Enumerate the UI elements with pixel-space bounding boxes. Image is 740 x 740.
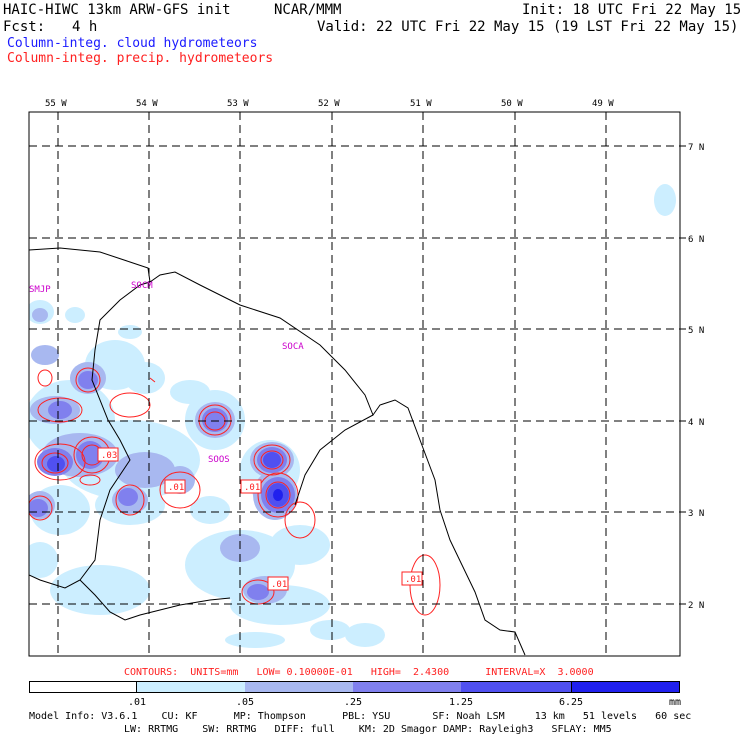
model-title: HAIC-HIWC 13km ARW-GFS init — [3, 2, 231, 18]
colorbar-seg-3 — [353, 681, 461, 693]
station-smjp: SMJP — [29, 285, 51, 295]
lon-label-49w: 49 W — [592, 99, 614, 109]
contour-label-001-c: .01 — [271, 580, 287, 590]
legend-cloud: Column-integ. cloud hydrometeors — [7, 36, 258, 51]
lon-label-52w: 52 W — [318, 99, 340, 109]
colorbar-label-025: .25 — [343, 697, 363, 708]
forecast-label: Fcst: — [3, 19, 46, 35]
valid-time: Valid: 22 UTC Fri 22 May 15 (19 LST Fri … — [317, 19, 739, 35]
contour-label-001-d: .01 — [405, 575, 421, 585]
lat-label-3n: 3 N — [688, 509, 704, 519]
coastlines — [29, 247, 526, 656]
colorbar-seg-5 — [571, 681, 680, 693]
lat-label-5n: 5 N — [688, 326, 704, 336]
colorbar-label-125: 1.25 — [448, 697, 474, 708]
lat-label-2n: 2 N — [688, 601, 704, 611]
colorbar-label-001: .01 — [127, 697, 147, 708]
model-info-line1: Model Info: V3.6.1 CU: KF MP: Thompson P… — [29, 711, 692, 722]
model-info-line2: LW: RRTMG SW: RRTMG DIFF: full KM: 2D Sm… — [124, 724, 612, 735]
lon-label-51w: 51 W — [410, 99, 432, 109]
legend-precip: Column-integ. precip. hydrometeors — [7, 51, 274, 66]
init-time: Init: 18 UTC Fri 22 May 15 — [522, 2, 740, 18]
colorbar-label-005: .05 — [235, 697, 255, 708]
lat-label-4n: 4 N — [688, 418, 704, 428]
colorbar-seg-0 — [29, 681, 137, 693]
map-frame — [28, 111, 681, 657]
lat-label-6n: 6 N — [688, 235, 704, 245]
forecast-hours: 4 h — [72, 19, 98, 35]
org-label: NCAR/MMM — [274, 2, 342, 18]
colorbar-units: mm — [668, 697, 682, 708]
station-soos: SOOS — [208, 455, 230, 465]
contour-label-001-b: .01 — [244, 483, 260, 493]
colorbar-seg-1 — [137, 681, 245, 693]
lon-label-50w: 50 W — [501, 99, 523, 109]
colorbar-label-625: 6.25 — [558, 697, 584, 708]
lon-label-54w: 54 W — [136, 99, 158, 109]
contour-label-001-a: .01 — [168, 483, 184, 493]
colorbar-seg-2 — [245, 681, 353, 693]
graticule — [29, 112, 680, 656]
cloud-shading — [29, 184, 676, 648]
colorbar-seg-4 — [461, 681, 571, 693]
contours-info: CONTOURS: UNITS=mm LOW= 0.10000E-01 HIGH… — [124, 667, 594, 678]
lat-label-7n: 7 N — [688, 143, 704, 153]
lon-label-53w: 53 W — [227, 99, 249, 109]
station-socm: SOCM — [131, 281, 153, 291]
station-soca: SOCA — [282, 342, 304, 352]
lon-label-55w: 55 W — [45, 99, 67, 109]
contour-label-003: .03 — [101, 451, 117, 461]
